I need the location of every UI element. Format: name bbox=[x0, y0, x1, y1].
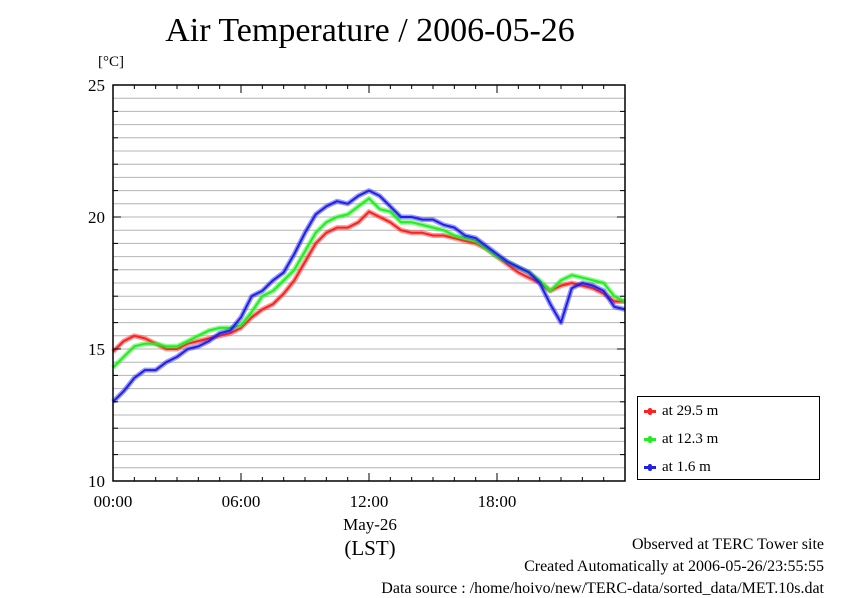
x-tick-label: 12:00 bbox=[350, 492, 389, 511]
y-tick-label: 10 bbox=[88, 472, 105, 491]
legend-label-12-3m: at 12.3 m bbox=[662, 430, 719, 447]
legend-label-29-5m: at 29.5 m bbox=[662, 402, 719, 419]
series-line-1 bbox=[112, 197, 626, 369]
footer-observed: Observed at TERC Tower site bbox=[631, 536, 824, 553]
x-tick-label: 18:00 bbox=[478, 492, 517, 511]
legend-item-1-6m: at 1.6 m bbox=[644, 457, 711, 477]
x-axis-label: (LST) bbox=[344, 536, 396, 560]
y-tick-label: 25 bbox=[88, 76, 105, 95]
legend: at 29.5 m at 12.3 m at 1.6 m bbox=[637, 396, 820, 480]
y-unit-label: [°C] bbox=[98, 54, 124, 70]
legend-item-12-3m: at 12.3 m bbox=[644, 429, 718, 449]
axis-labels: 10 15 20 25 00:00 06:00 12:00 18:00 bbox=[88, 76, 516, 511]
y-tick-label: 15 bbox=[88, 340, 105, 359]
legend-swatch-12-3m bbox=[644, 435, 656, 443]
x-date-label: May-26 bbox=[343, 515, 397, 534]
series-halo-0 bbox=[111, 209, 625, 354]
series-line-2 bbox=[112, 189, 626, 403]
axis-ticks bbox=[112, 84, 626, 482]
x-tick-label: 00:00 bbox=[94, 492, 133, 511]
series-lines bbox=[111, 188, 627, 404]
grid-lines bbox=[113, 97, 625, 469]
footer-created: Created Automatically at 2006-05-26/23:5… bbox=[524, 558, 824, 575]
y-tick-label: 20 bbox=[88, 208, 105, 227]
footer-data-source: Data source : /home/hoivo/new/TERC-data/… bbox=[381, 580, 824, 597]
legend-item-29-5m: at 29.5 m bbox=[644, 401, 718, 421]
chart-title: Air Temperature / 2006-05-26 bbox=[165, 12, 575, 49]
legend-swatch-29-5m bbox=[644, 407, 656, 415]
series-line-0 bbox=[112, 210, 625, 353]
legend-label-1-6m: at 1.6 m bbox=[662, 458, 711, 475]
x-tick-label: 06:00 bbox=[222, 492, 261, 511]
legend-swatch-1-6m bbox=[644, 463, 656, 471]
